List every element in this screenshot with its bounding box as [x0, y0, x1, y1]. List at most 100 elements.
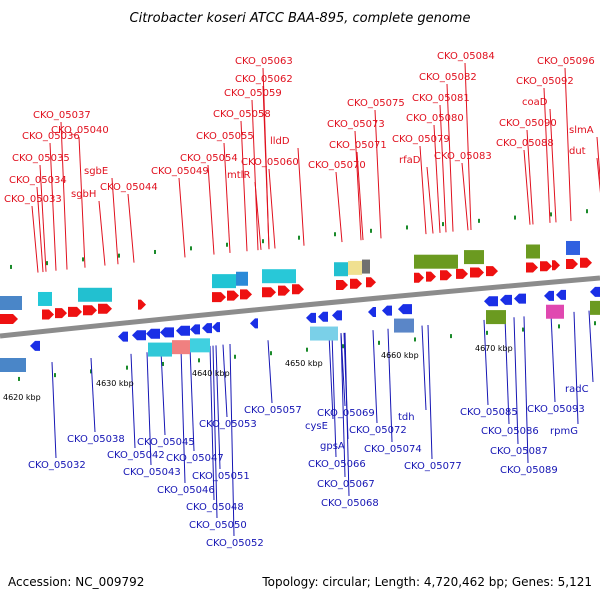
feature-block	[590, 300, 600, 315]
label-connector	[178, 177, 186, 258]
gene-label: CKO_05055	[196, 131, 254, 142]
label-connector	[387, 328, 393, 443]
tick-mark	[550, 212, 552, 217]
label-connector	[464, 62, 472, 231]
gene-label: CKO_05082	[419, 72, 477, 83]
feature-block	[172, 340, 190, 355]
minus-gene-arrow	[398, 304, 412, 315]
feature-block	[414, 254, 458, 269]
gene-label: CKO_05093	[527, 404, 585, 415]
tick-mark	[522, 327, 524, 332]
feature-block	[464, 250, 484, 265]
plus-gene-arrow	[566, 258, 578, 269]
minus-gene-arrow	[556, 289, 566, 300]
label-connector	[240, 120, 248, 252]
gene-label: CKO_05067	[317, 479, 375, 490]
top-gene-labels: CKO_05033 CKO_05034 CKO_05035 CKO_05036 …	[4, 51, 595, 205]
label-connector	[340, 333, 346, 407]
plus-gene-arrow	[55, 308, 67, 319]
feature-block	[0, 296, 22, 310]
minus-gene-arrow	[484, 296, 498, 307]
gene-label: CKO_05083	[434, 151, 492, 162]
label-connector	[268, 168, 276, 249]
label-connector	[130, 353, 136, 449]
feature-block	[348, 260, 362, 275]
gene-label: rfaD	[399, 155, 421, 166]
tick-mark	[586, 209, 588, 214]
feature-block	[486, 310, 506, 325]
gene-label: CKO_05085	[460, 407, 518, 418]
feature-block	[78, 287, 112, 302]
tick-mark	[514, 215, 516, 220]
label-connector	[331, 334, 337, 458]
label-connector	[446, 83, 454, 232]
tick-mark	[82, 257, 84, 262]
tick-mark	[18, 376, 20, 381]
plus-gene-arrow	[278, 285, 290, 296]
plus-gene-arrow	[414, 272, 424, 283]
label-connector	[251, 99, 259, 251]
label-connector	[146, 352, 152, 466]
tick-mark	[414, 337, 416, 342]
gene-label: rpmG	[550, 426, 578, 437]
gene-label: CKO_05037	[33, 110, 91, 121]
label-connector	[513, 317, 519, 445]
gene-label: CKO_05052	[206, 538, 264, 549]
tick-mark	[298, 235, 300, 240]
gene-label: CKO_05051	[192, 471, 250, 482]
tick-mark	[54, 373, 56, 378]
label-connector	[543, 87, 551, 223]
tick-mark	[270, 351, 272, 356]
gene-label: CKO_05045	[137, 437, 195, 448]
tick-mark	[450, 334, 452, 339]
plus-gene-arrow	[350, 278, 362, 289]
feature-block	[212, 274, 236, 289]
label-connector	[526, 129, 534, 225]
gene-label: CKO_05069	[317, 408, 375, 419]
feature-block	[0, 358, 26, 372]
gene-label: CKO_05092	[516, 76, 574, 87]
kbp-label-4660: 4660 kbp	[381, 351, 419, 360]
gene-label: CKO_05058	[213, 109, 271, 120]
plus-gene-arrow	[336, 280, 348, 291]
minus-gene-arrow	[544, 290, 554, 301]
plus-gene-arrow	[212, 292, 226, 303]
gene-label: CKO_05053	[199, 419, 257, 430]
label-connector	[596, 136, 600, 185]
label-connector	[36, 186, 44, 273]
gene-label: CKO_05047	[166, 453, 224, 464]
plus-gene-arrow	[552, 260, 560, 271]
plus-gene-arrow	[0, 314, 18, 324]
label-connector	[419, 145, 427, 235]
gene-label: CKO_05043	[123, 467, 181, 478]
label-connector	[31, 205, 39, 273]
gene-label: CKO_05080	[406, 113, 464, 124]
gene-label: slmA	[569, 125, 594, 136]
gene-label: CKO_05033	[4, 194, 62, 205]
gene-label: CKO_05070	[308, 160, 366, 171]
gene-label: CKO_05044	[100, 182, 158, 193]
label-connector	[372, 330, 378, 424]
plus-gene-arrow	[68, 306, 82, 317]
gene-label: CKO_05072	[349, 425, 407, 436]
label-connector	[433, 124, 441, 233]
tick-mark	[154, 249, 156, 254]
feature-block	[362, 259, 370, 274]
label-connector	[127, 193, 135, 263]
feature-block	[394, 318, 414, 333]
gene-arrows	[0, 240, 600, 372]
label-connector	[483, 319, 489, 406]
plus-gene-arrow	[262, 287, 276, 298]
minus-gene-arrow	[202, 323, 212, 334]
tick-marks	[10, 209, 596, 381]
map-title: Citrobacter koseri ATCC BAA-895, complet…	[130, 11, 471, 26]
minus-gene-arrow	[30, 340, 40, 351]
tick-mark	[10, 264, 12, 269]
label-connector	[160, 350, 166, 436]
gene-label: CKO_05035	[12, 153, 70, 164]
gene-label: CKO_05063	[235, 56, 293, 67]
minus-gene-arrow	[146, 328, 160, 339]
minus-gene-arrow	[212, 322, 220, 333]
gene-label: CKO_05079	[392, 134, 450, 145]
kbp-label-4630: 4630 kbp	[96, 379, 134, 388]
